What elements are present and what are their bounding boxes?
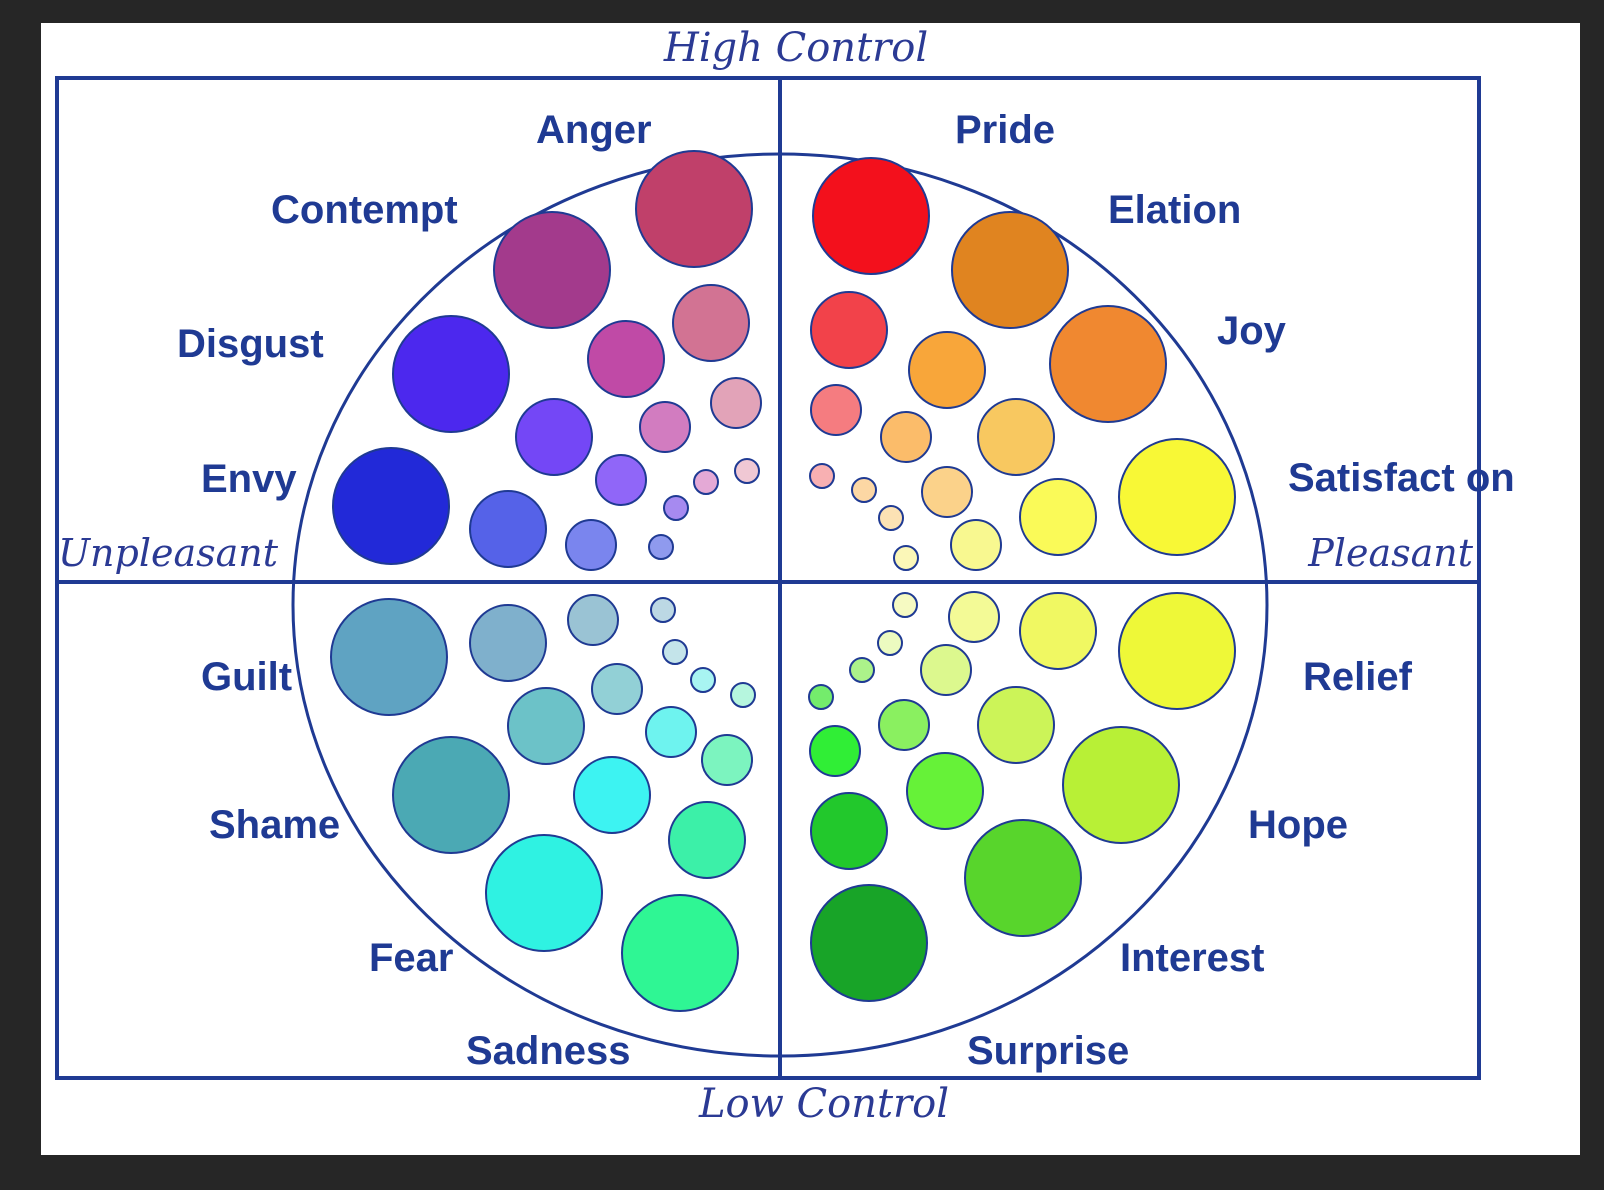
surprise-circle-large: [810, 884, 928, 1002]
joy-circle-medium: [977, 398, 1055, 476]
hope-circle-tiny: [877, 630, 903, 656]
elation-circle-tiny: [851, 477, 877, 503]
guilt-circle-small: [567, 594, 619, 646]
label-relief: Relief: [1303, 655, 1413, 699]
pride-circle-tiny: [809, 463, 835, 489]
fear-circle-small: [645, 706, 697, 758]
pride-circle-small: [810, 384, 862, 436]
contempt-circle-small: [639, 401, 691, 453]
sadness-circle-small: [701, 734, 753, 786]
shame-circle-medium: [507, 687, 585, 765]
pride-circle-large: [812, 157, 930, 275]
disgust-circle-small: [595, 454, 647, 506]
sadness-circle-medium: [668, 801, 746, 879]
label-contempt: Contempt: [271, 188, 458, 232]
axis-label-high-control: High Control: [663, 25, 928, 71]
relief-circle-small: [948, 591, 1000, 643]
shame-circle-large: [392, 736, 510, 854]
guilt-circle-tiny: [650, 597, 676, 623]
pride-circle-medium: [810, 291, 888, 369]
label-elation: Elation: [1108, 188, 1241, 232]
surprise-circle-medium: [810, 792, 888, 870]
envy-circle-small: [565, 519, 617, 571]
sadness-circle-large: [621, 894, 739, 1012]
fear-circle-tiny: [690, 667, 716, 693]
label-fear: Fear: [369, 936, 454, 980]
contempt-circle-tiny: [693, 469, 719, 495]
label-anger: Anger: [536, 108, 652, 152]
sadness-circle-tiny: [730, 682, 756, 708]
satisfaction-circle-small: [950, 519, 1002, 571]
joy-circle-tiny: [878, 505, 904, 531]
hope-circle-small: [920, 644, 972, 696]
label-shame: Shame: [209, 803, 340, 847]
shame-circle-tiny: [662, 639, 688, 665]
anger-circle-medium: [672, 284, 750, 362]
disgust-circle-tiny: [663, 495, 689, 521]
satisfaction-circle-large: [1118, 438, 1236, 556]
guilt-circle-medium: [469, 604, 547, 682]
axis-label-low-control: Low Control: [698, 1081, 949, 1127]
label-sadness: Sadness: [466, 1029, 631, 1073]
axis-label-unpleasant: Unpleasant: [58, 531, 279, 575]
label-satisfaction: Satisfact on: [1288, 456, 1515, 500]
joy-circle-large: [1049, 305, 1167, 423]
anger-circle-large: [635, 150, 753, 268]
label-disgust: Disgust: [177, 322, 324, 366]
envy-circle-medium: [469, 490, 547, 568]
contempt-circle-medium: [587, 320, 665, 398]
outer-border: [55, 76, 1481, 1080]
emotion-wheel-diagram: High Control Low Control Unpleasant Plea…: [55, 25, 1515, 1127]
label-joy: Joy: [1217, 309, 1287, 353]
envy-circle-tiny: [648, 534, 674, 560]
label-guilt: Guilt: [201, 655, 292, 699]
label-pride: Pride: [955, 108, 1055, 152]
label-surprise: Surprise: [967, 1029, 1129, 1073]
envy-circle-large: [332, 447, 450, 565]
hope-circle-large: [1062, 726, 1180, 844]
diagram-frame: High Control Low Control Unpleasant Plea…: [41, 23, 1580, 1155]
elation-circle-medium: [908, 331, 986, 409]
interest-circle-large: [964, 819, 1082, 937]
satisfaction-circle-tiny: [893, 545, 919, 571]
interest-circle-medium: [906, 752, 984, 830]
shame-circle-small: [591, 663, 643, 715]
disgust-circle-medium: [515, 398, 593, 476]
contempt-circle-large: [493, 211, 611, 329]
interest-circle-small: [878, 699, 930, 751]
elation-circle-large: [951, 211, 1069, 329]
interest-circle-tiny: [849, 657, 875, 683]
fear-circle-medium: [573, 756, 651, 834]
disgust-circle-large: [392, 315, 510, 433]
hope-circle-medium: [977, 686, 1055, 764]
relief-circle-medium: [1019, 592, 1097, 670]
joy-circle-small: [921, 466, 973, 518]
anger-circle-small: [710, 377, 762, 429]
label-hope: Hope: [1248, 803, 1348, 847]
label-interest: Interest: [1120, 936, 1265, 980]
surprise-circle-tiny: [808, 684, 834, 710]
guilt-circle-large: [330, 598, 448, 716]
axis-label-pleasant: Pleasant: [1307, 531, 1473, 575]
fear-circle-large: [485, 834, 603, 952]
anger-circle-tiny: [734, 458, 760, 484]
label-envy: Envy: [201, 457, 297, 501]
satisfaction-circle-medium: [1019, 478, 1097, 556]
relief-circle-large: [1118, 592, 1236, 710]
elation-circle-small: [880, 411, 932, 463]
relief-circle-tiny: [892, 592, 918, 618]
surprise-circle-small: [809, 725, 861, 777]
